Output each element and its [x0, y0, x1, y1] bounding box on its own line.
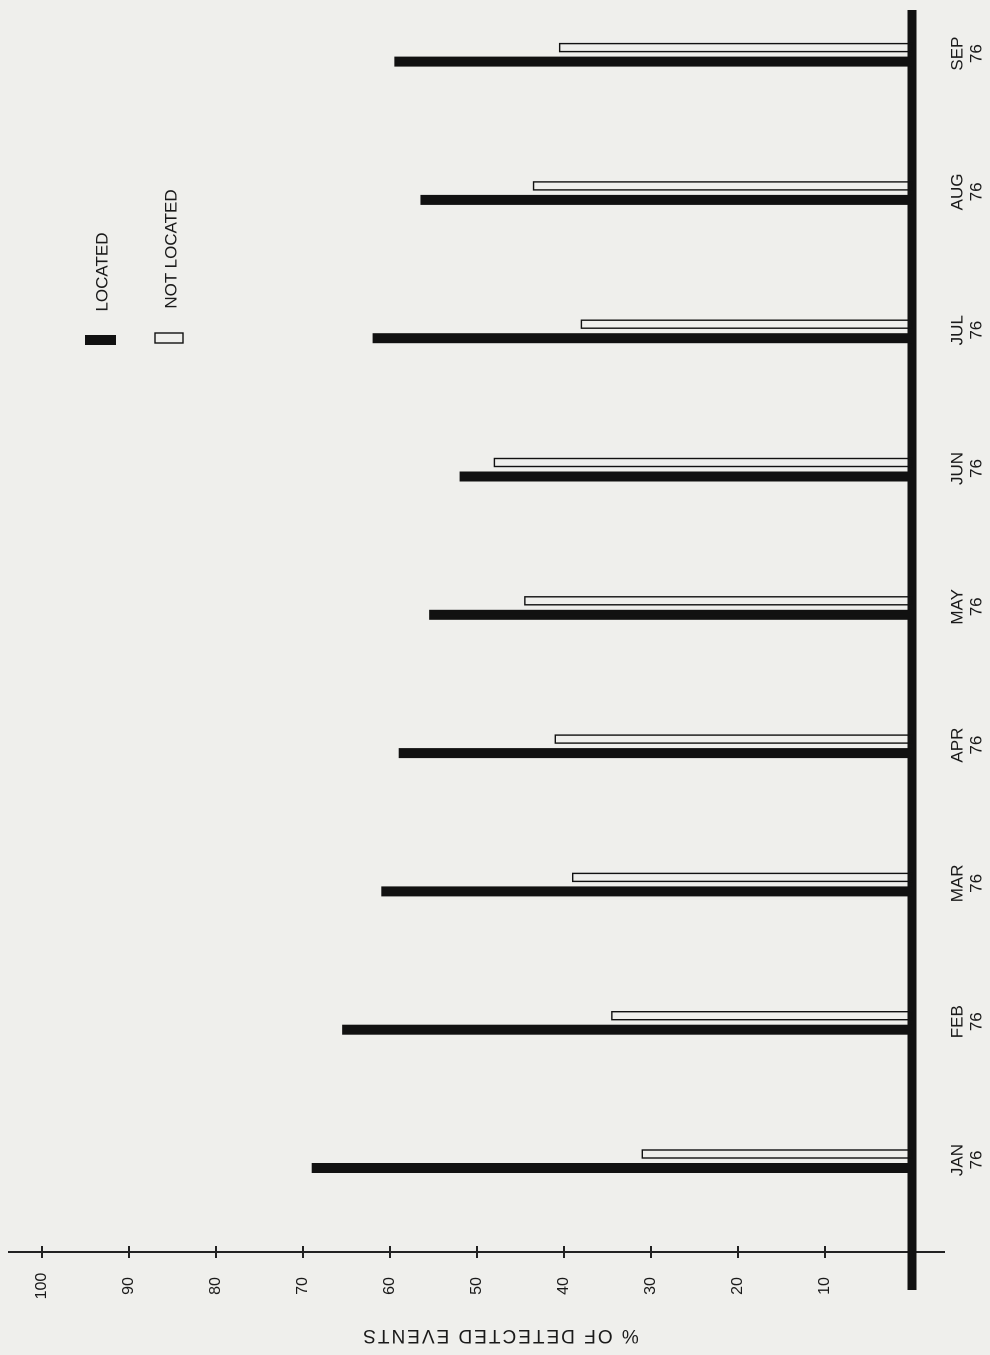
- tick-label: 80: [207, 1277, 224, 1295]
- category-year-label: 76: [966, 874, 985, 893]
- tick-label: 40: [555, 1277, 572, 1295]
- tick-label: 20: [729, 1277, 746, 1295]
- category-month-label: JUL: [947, 315, 966, 345]
- bar-not-located: [532, 181, 913, 191]
- tick-label: 60: [381, 1277, 398, 1295]
- bars: [311, 42, 913, 1173]
- tick-label: 50: [468, 1277, 485, 1295]
- bar-located: [459, 471, 912, 482]
- bar-located: [420, 194, 912, 205]
- bar-located: [381, 886, 912, 897]
- bar-not-located: [611, 1011, 913, 1021]
- bar-not-located: [524, 596, 913, 606]
- legend-swatch-not-located: [154, 332, 184, 344]
- category-month-label: APR: [947, 728, 966, 763]
- tick-label: 70: [294, 1277, 311, 1295]
- bar-not-located: [493, 457, 913, 468]
- category-year-label: 76: [966, 321, 985, 340]
- category-year-label: 76: [966, 736, 985, 755]
- bar-located: [311, 1163, 912, 1173]
- value-axis: 10 20 30 40 50 60 70 80 90 100: [8, 10, 945, 1299]
- category-month-label: FEB: [947, 1005, 966, 1038]
- bar-not-located: [558, 42, 913, 53]
- category-month-label: AUG: [947, 173, 966, 210]
- bar-located: [394, 56, 913, 67]
- category-year-label: 76: [966, 597, 985, 616]
- category-month-label: JUN: [947, 452, 966, 485]
- bar-located: [398, 748, 912, 759]
- bar-located: [429, 609, 912, 620]
- legend: LOCATED NOT LOCATED: [85, 189, 184, 345]
- bar-not-located: [572, 872, 913, 883]
- legend-swatch-located: [85, 335, 116, 345]
- value-axis-title: % OF DETECTED EVENTS: [361, 1325, 639, 1346]
- category-year-label: 76: [966, 459, 985, 478]
- category-month-label: MAR: [947, 865, 966, 903]
- tick-label: 90: [120, 1277, 137, 1295]
- category-year-label: 76: [966, 44, 985, 63]
- category-month-label: SEP: [947, 37, 966, 71]
- category-month-label: MAY: [947, 589, 966, 625]
- bar-located: [342, 1024, 912, 1035]
- bar-located: [372, 333, 913, 344]
- legend-label-located: LOCATED: [92, 232, 111, 311]
- tick-label: 30: [642, 1277, 659, 1295]
- category-month-label: JAN: [947, 1144, 966, 1176]
- category-year-label: 76: [966, 1012, 985, 1031]
- category-year-label: 76: [966, 182, 985, 201]
- category-year-label: 76: [966, 1151, 985, 1170]
- bar-not-located: [641, 1149, 913, 1159]
- bar-not-located: [554, 734, 913, 744]
- tick-label: 10: [816, 1277, 833, 1295]
- tick-label: 100: [33, 1273, 50, 1300]
- bar-not-located: [580, 319, 913, 329]
- legend-label-not-located: NOT LOCATED: [161, 189, 180, 308]
